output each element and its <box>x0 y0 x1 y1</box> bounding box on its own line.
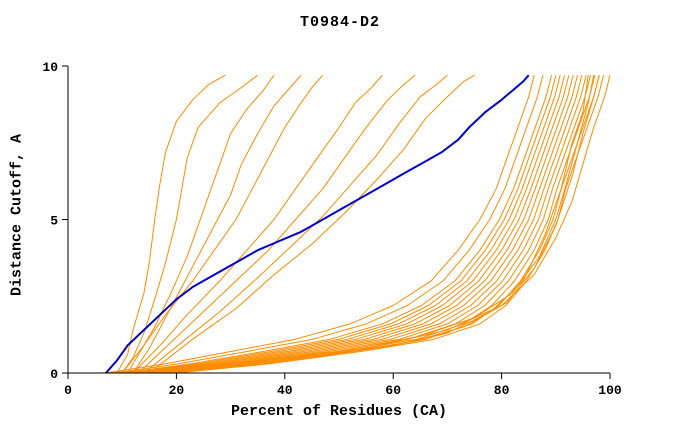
model-20-curve <box>157 75 587 374</box>
highlighted-model-curve <box>105 74 530 374</box>
model-08-curve <box>143 74 448 374</box>
model-05-curve <box>121 74 324 374</box>
model-01-curve <box>116 74 226 374</box>
x-tick-label: 80 <box>494 383 510 398</box>
model-18-curve <box>149 75 578 374</box>
model-10-curve <box>105 75 535 374</box>
x-tick-label: 20 <box>169 383 185 398</box>
y-tick-label: 5 <box>50 214 58 229</box>
plot-title: T0984-D2 <box>299 14 380 31</box>
model-07-curve <box>138 74 416 374</box>
x-tick-label: 40 <box>277 383 293 398</box>
model-19-curve <box>153 75 583 374</box>
y-tick-label: 10 <box>42 60 58 75</box>
model-11-curve <box>114 75 544 374</box>
model-04-curve <box>132 74 302 374</box>
x-tick-label: 60 <box>385 383 401 398</box>
model-02-curve <box>121 74 259 374</box>
model-09-curve <box>148 74 475 374</box>
model-03-curve <box>127 74 275 374</box>
model-16-curve <box>140 75 570 374</box>
model-13-curve <box>127 75 557 374</box>
y-tick-label: 0 <box>50 367 58 382</box>
model-15-curve <box>136 75 565 374</box>
model-12-curve <box>123 75 552 374</box>
model-06-curve <box>132 74 383 374</box>
x-axis-label: Percent of Residues (CA) <box>230 403 448 420</box>
model-27-curve <box>122 75 611 374</box>
x-tick-label: 0 <box>64 383 72 398</box>
model-28-curve <box>116 75 600 374</box>
model-22-curve <box>166 75 596 374</box>
model-17-curve <box>144 75 574 374</box>
x-tick-label: 100 <box>598 383 622 398</box>
model-14-curve <box>131 75 561 374</box>
